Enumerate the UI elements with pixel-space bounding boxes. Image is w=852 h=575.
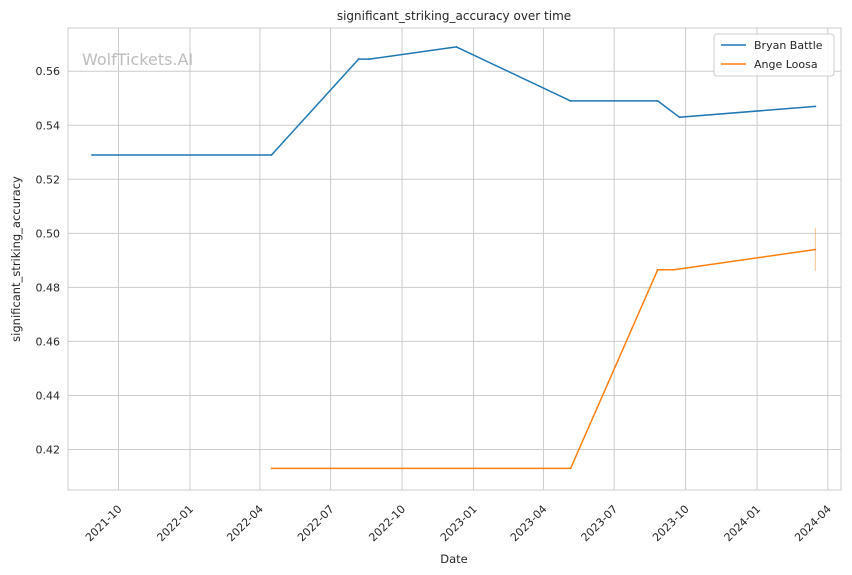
data-point-ange-loosa: [814, 248, 817, 251]
data-point-bryan-battle: [569, 100, 572, 102]
plot-area-frame: [67, 27, 842, 491]
data-point-bryan-battle: [455, 46, 458, 48]
data-point-bryan-battle: [270, 154, 273, 156]
data-point-ange-loosa: [270, 467, 273, 470]
y-axis-title: significant_striking_accuracy: [9, 176, 23, 342]
data-point-ange-loosa: [673, 268, 675, 271]
watermark: WolfTickets.AI: [82, 50, 193, 69]
data-point-bryan-battle: [678, 116, 681, 119]
data-point-bryan-battle: [368, 58, 371, 60]
y-tick-label: 0.54: [36, 119, 61, 132]
data-point-ange-loosa: [656, 268, 659, 271]
legend-label-ange-loosa: Ange Loosa: [754, 58, 818, 71]
legend: Bryan Battle Ange Loosa: [713, 33, 835, 77]
legend-label-bryan-battle: Bryan Battle: [754, 39, 823, 52]
y-tick-label: 0.42: [36, 443, 61, 456]
y-tick-label: 0.50: [36, 227, 61, 240]
chart-title: significant_striking_accuracy over time: [337, 9, 571, 23]
data-point-bryan-battle: [357, 58, 360, 60]
data-point-bryan-battle: [91, 154, 93, 156]
y-tick-label: 0.52: [36, 173, 61, 186]
series-layer: [91, 46, 817, 470]
grid-layer: [68, 28, 841, 490]
y-tick-label: 0.48: [36, 281, 61, 294]
data-point-bryan-battle: [814, 105, 817, 108]
y-tick-label: 0.46: [36, 335, 61, 348]
data-point-bryan-battle: [656, 100, 659, 102]
y-tick-label: 0.44: [36, 389, 61, 402]
x-axis-title: Date: [440, 552, 468, 566]
data-point-ange-loosa: [569, 467, 572, 470]
y-tick-label: 0.56: [36, 65, 61, 78]
